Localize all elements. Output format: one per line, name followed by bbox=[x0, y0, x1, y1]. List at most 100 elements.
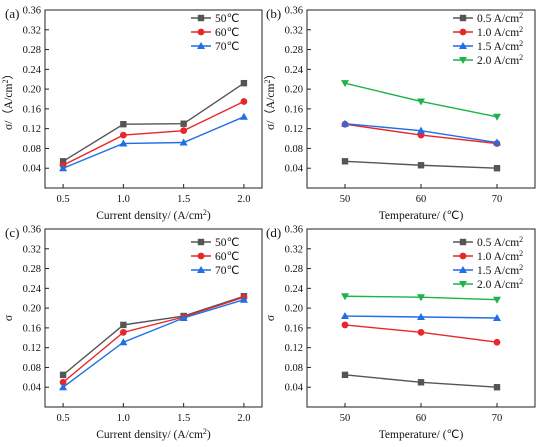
y-tick-label: 0.16 bbox=[285, 323, 303, 334]
y-tick-label: 0.16 bbox=[23, 323, 41, 334]
data-point bbox=[493, 138, 501, 146]
y-tick-label: 0.20 bbox=[285, 304, 303, 315]
series-3 bbox=[59, 112, 248, 172]
chart-panel-1: 0.04 0.08 0.12 0.16 0.20 0.24 0.28 0.32 0.36 0.5 1… bbox=[1, 6, 263, 222]
series-3 bbox=[59, 295, 248, 391]
y-tick-label: 0.04 bbox=[23, 164, 42, 175]
chart-panel-4: 0.04 0.08 0.12 0.16 0.20 0.24 0.28 0.32 0.36 50 60… bbox=[265, 225, 536, 441]
data-point bbox=[341, 158, 349, 165]
data-point bbox=[341, 321, 349, 329]
legend-label: 2.0 A/cm2 bbox=[477, 53, 523, 67]
series-1 bbox=[59, 79, 248, 165]
y-tick-label: 0.32 bbox=[285, 244, 303, 255]
legend-marker bbox=[459, 57, 467, 64]
x-tick-label: 0.5 bbox=[57, 413, 70, 424]
legend-label: 60℃ bbox=[215, 27, 240, 39]
x-tick-label: 1.5 bbox=[177, 413, 190, 424]
data-point bbox=[417, 162, 425, 169]
y-tick-label: 0.16 bbox=[23, 104, 41, 115]
x-tick-label: 60 bbox=[416, 194, 427, 205]
legend-marker bbox=[459, 281, 467, 288]
data-point bbox=[417, 126, 425, 134]
legend-label: 1.5 A/cm2 bbox=[477, 39, 523, 53]
legend-marker bbox=[197, 14, 205, 22]
y-tick-label: 0.08 bbox=[23, 144, 41, 155]
legend-marker bbox=[459, 252, 467, 260]
y-axis-label: σ/（A/cm2） bbox=[1, 68, 15, 130]
data-point bbox=[120, 121, 127, 128]
data-point bbox=[417, 379, 425, 386]
y-tick-label: 0.04 bbox=[285, 164, 304, 175]
data-point bbox=[341, 119, 349, 127]
y-tick-label: 0.04 bbox=[285, 383, 304, 394]
y-tick-label: 0.24 bbox=[285, 284, 304, 295]
legend-label: 1.0 A/cm2 bbox=[477, 25, 523, 39]
legend-label: 1.5 A/cm2 bbox=[477, 263, 523, 277]
legend-label: 1.0 A/cm2 bbox=[477, 249, 523, 263]
x-tick-label: 2.0 bbox=[237, 413, 250, 424]
legend-marker bbox=[459, 28, 467, 36]
x-tick-label: 50 bbox=[340, 194, 351, 205]
legend-marker bbox=[197, 28, 205, 36]
series-line bbox=[62, 82, 245, 162]
legend-marker bbox=[459, 14, 467, 22]
legend-label: 2.0 A/cm2 bbox=[477, 277, 523, 291]
series-2 bbox=[341, 120, 501, 147]
y-tick-label: 0.12 bbox=[285, 124, 303, 135]
data-point bbox=[120, 321, 127, 329]
legend-marker bbox=[197, 252, 205, 260]
series-4 bbox=[341, 293, 501, 304]
data-point bbox=[417, 313, 425, 321]
data-point bbox=[240, 98, 248, 105]
data-point bbox=[493, 296, 501, 304]
data-point bbox=[119, 338, 128, 346]
data-point bbox=[59, 164, 68, 172]
y-tick-label: 0.12 bbox=[285, 343, 303, 354]
panel-label: (a) bbox=[5, 6, 19, 21]
legend: 50℃ 60℃ 70℃ bbox=[191, 237, 240, 277]
data-point bbox=[493, 384, 501, 391]
y-tick-label: 0.36 bbox=[23, 6, 41, 17]
y-tick-label: 0.20 bbox=[285, 85, 303, 96]
data-point bbox=[59, 378, 67, 386]
chart-panel-2: 0.04 0.08 0.12 0.16 0.20 0.24 0.28 0.32 0.36 50 60… bbox=[263, 6, 536, 222]
data-point bbox=[119, 139, 128, 147]
y-tick-label: 0.32 bbox=[23, 25, 41, 36]
legend-marker bbox=[459, 42, 467, 49]
series-line bbox=[62, 116, 245, 169]
data-point bbox=[119, 131, 127, 139]
data-point bbox=[59, 383, 68, 391]
y-tick-label: 0.28 bbox=[23, 45, 41, 56]
y-axis-label: σ/（A/cm2） bbox=[263, 68, 277, 130]
y-tick-label: 0.08 bbox=[285, 144, 303, 155]
y-tick-label: 0.24 bbox=[23, 65, 42, 76]
data-point bbox=[341, 371, 349, 379]
x-tick-label: 70 bbox=[492, 194, 503, 205]
series-3 bbox=[341, 119, 501, 146]
legend-label: 0.5 A/cm2 bbox=[477, 11, 523, 25]
data-point bbox=[180, 127, 188, 135]
x-tick-label: 1.5 bbox=[177, 194, 190, 205]
data-point bbox=[417, 328, 425, 336]
data-point bbox=[341, 80, 349, 88]
legend-label: 70℃ bbox=[215, 41, 240, 53]
legend-marker bbox=[197, 238, 205, 246]
y-tick-label: 0.08 bbox=[285, 363, 303, 374]
x-axis-label: Temperature/ (℃) bbox=[379, 429, 464, 441]
series-line bbox=[62, 299, 245, 388]
y-tick-label: 0.32 bbox=[285, 25, 303, 36]
y-tick-label: 0.28 bbox=[285, 45, 303, 56]
series-line bbox=[62, 100, 245, 166]
chart-panel-3: 0.04 0.08 0.12 0.16 0.20 0.24 0.28 0.32 0.36 0.5 1… bbox=[3, 225, 263, 441]
y-axis-label: σ bbox=[265, 314, 277, 321]
series-2 bbox=[341, 321, 501, 346]
data-point bbox=[239, 295, 248, 303]
x-axis-label: Current density/ (A/cm2) bbox=[96, 208, 211, 222]
panel-label: (d) bbox=[266, 225, 281, 240]
y-tick-label: 0.28 bbox=[285, 264, 303, 275]
data-point bbox=[179, 314, 188, 321]
data-point bbox=[59, 158, 67, 165]
y-tick-label: 0.36 bbox=[285, 225, 303, 236]
